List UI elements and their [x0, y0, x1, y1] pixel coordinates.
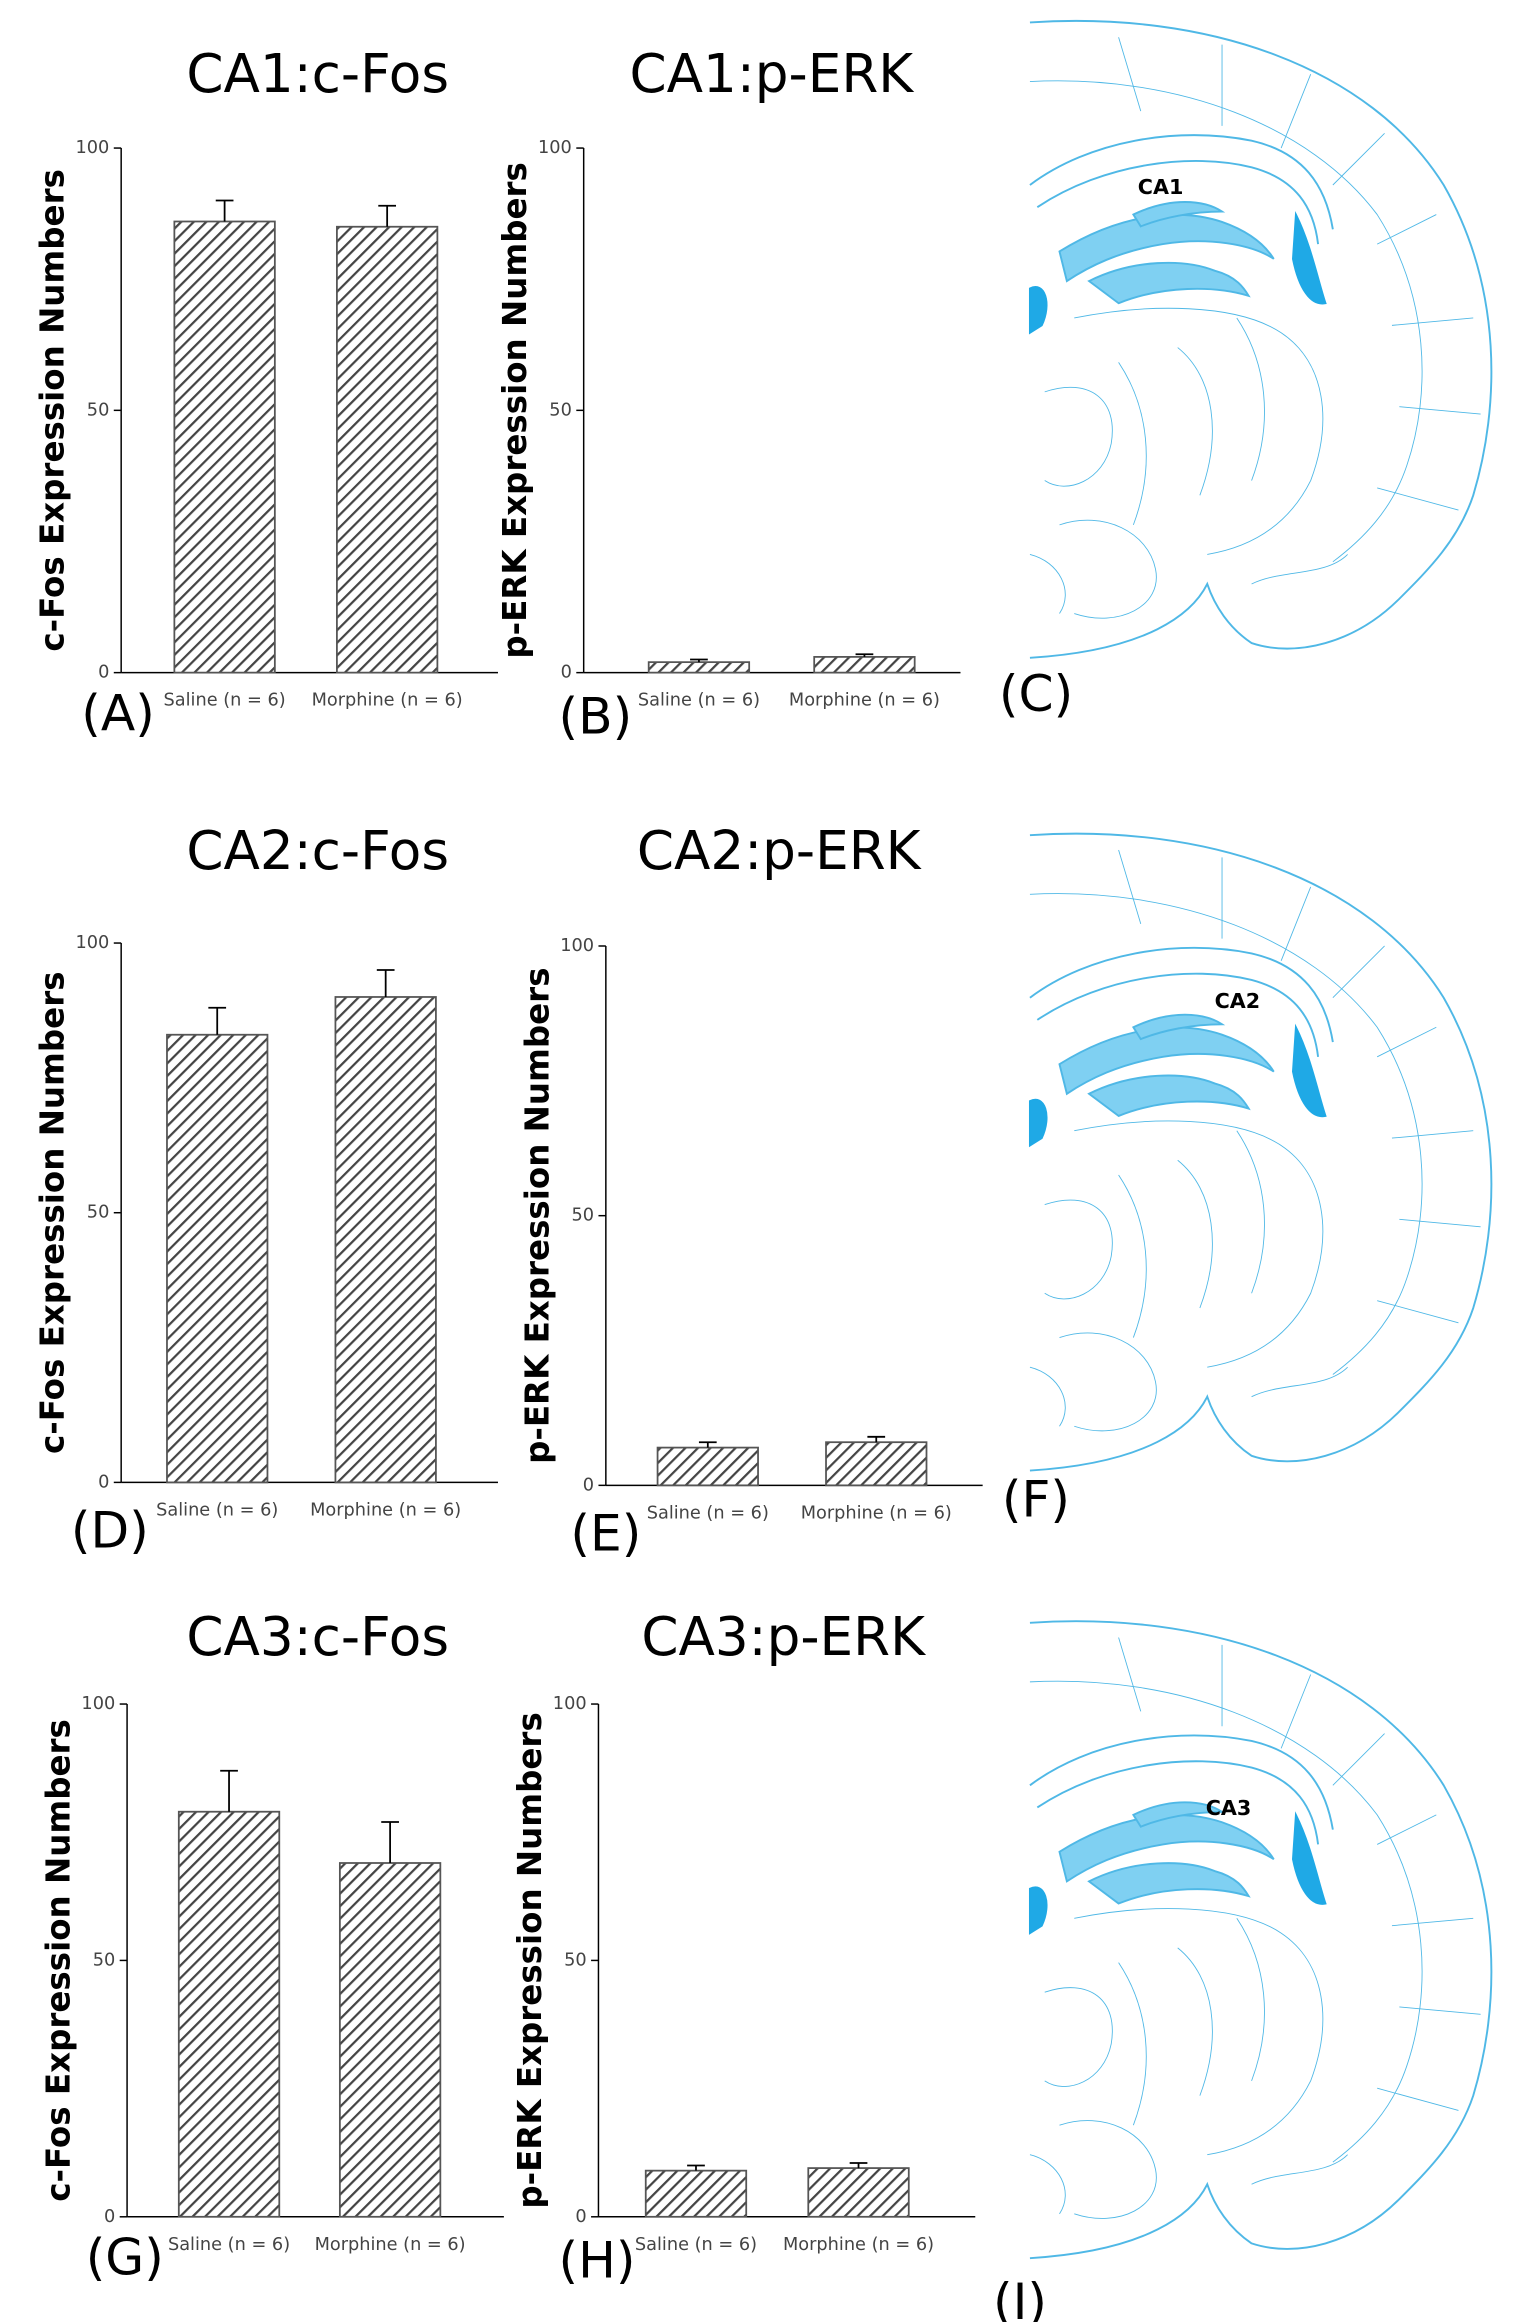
x-tick-label: Saline (n = 6) — [647, 1503, 769, 1523]
x-tick-label: Saline (n = 6) — [638, 691, 760, 711]
panel-label: (E) — [570, 1504, 641, 1563]
bar — [825, 1441, 928, 1487]
bar — [334, 996, 437, 1484]
brain-diagram — [1028, 1620, 1493, 2260]
y-tick-label: 100 — [81, 1694, 115, 1714]
chart-title: CA2:c-Fos — [186, 820, 449, 882]
brain-diagram — [1028, 19, 1493, 659]
x-tick-label: Morphine (n = 6) — [312, 691, 463, 711]
error-bar — [208, 1006, 227, 1035]
chart-title: CA3:p-ERK — [641, 1606, 926, 1668]
panel-label: (C) — [999, 664, 1073, 723]
y-tick-label: 0 — [561, 663, 572, 683]
bar — [647, 661, 751, 674]
error-bar — [849, 2162, 868, 2169]
y-tick-label: 0 — [104, 2207, 115, 2227]
y-tick-label: 100 — [76, 933, 110, 953]
panel-label: (G) — [86, 2228, 164, 2287]
y-tick-label: 0 — [98, 1472, 109, 1492]
x-tick-label: Saline (n = 6) — [168, 2235, 290, 2255]
x-tick-label: Morphine (n = 6) — [310, 1500, 461, 1520]
y-tick-label: 50 — [93, 1950, 116, 1970]
error-bar — [378, 204, 397, 227]
bar — [166, 1033, 269, 1484]
x-tick-label: Saline (n = 6) — [156, 1500, 278, 1520]
panel-label: (B) — [559, 686, 633, 745]
x-tick-label: Morphine (n = 6) — [783, 2235, 934, 2255]
panel-label: (D) — [71, 1501, 149, 1560]
y-tick-label: 0 — [583, 1475, 594, 1495]
bar — [656, 1446, 759, 1487]
error-bar — [215, 199, 234, 222]
y-tick-label: 0 — [575, 2207, 586, 2227]
bar — [807, 2167, 910, 2218]
x-tick-label: Saline (n = 6) — [635, 2235, 757, 2255]
y-axis-label: p-ERK Expression Numbers — [496, 162, 534, 658]
x-tick-label: Saline (n = 6) — [164, 691, 286, 711]
bar — [177, 1810, 281, 2218]
error-bar — [220, 1769, 238, 1812]
x-tick-label: Morphine (n = 6) — [801, 1503, 952, 1523]
chart-title: CA2:p-ERK — [637, 820, 922, 882]
panel-label: (I) — [993, 2272, 1047, 2322]
error-bar — [855, 653, 874, 657]
region-label: CA2 — [1215, 989, 1261, 1013]
region-label: CA3 — [1206, 1796, 1252, 1820]
chart-title: CA1:p-ERK — [629, 43, 914, 105]
bar — [336, 225, 439, 674]
y-axis-label: p-ERK Expression Numbers — [511, 1712, 549, 2208]
chart-title: CA1:c-Fos — [186, 43, 449, 105]
region-label: CA1 — [1138, 175, 1184, 199]
panel-label: (F) — [1002, 1470, 1070, 1529]
chart-title: CA3:c-Fos — [186, 1606, 449, 1668]
y-axis-label: c-Fos Expression Numbers — [34, 971, 72, 1454]
x-tick-label: Morphine (n = 6) — [315, 2235, 466, 2255]
bar — [644, 2169, 748, 2218]
error-bar — [698, 1441, 717, 1448]
panel-label: (A) — [81, 683, 155, 742]
bar — [813, 656, 916, 674]
bar — [173, 220, 276, 674]
y-tick-label: 100 — [553, 1694, 587, 1714]
panel-label: (H) — [559, 2231, 636, 2290]
y-tick-label: 50 — [571, 1206, 594, 1226]
y-axis-label: p-ERK Expression Numbers — [518, 967, 556, 1463]
bar — [338, 1862, 442, 2218]
y-axis-label: c-Fos Expression Numbers — [40, 1719, 78, 2202]
y-tick-label: 50 — [564, 1950, 587, 1970]
y-axis-label: c-Fos Expression Numbers — [34, 169, 72, 652]
y-tick-label: 100 — [76, 138, 110, 158]
y-tick-label: 100 — [538, 138, 572, 158]
brain-diagram — [1028, 832, 1493, 1472]
error-bar — [867, 1435, 886, 1443]
error-bar — [690, 658, 708, 663]
error-bar — [381, 1821, 399, 1863]
y-tick-label: 100 — [560, 936, 594, 956]
error-bar — [376, 969, 395, 997]
y-tick-label: 50 — [87, 1203, 110, 1223]
error-bar — [687, 2164, 705, 2171]
x-tick-label: Morphine (n = 6) — [789, 691, 940, 711]
y-tick-label: 50 — [549, 400, 572, 420]
y-tick-label: 0 — [98, 663, 109, 683]
y-tick-label: 50 — [87, 400, 110, 420]
